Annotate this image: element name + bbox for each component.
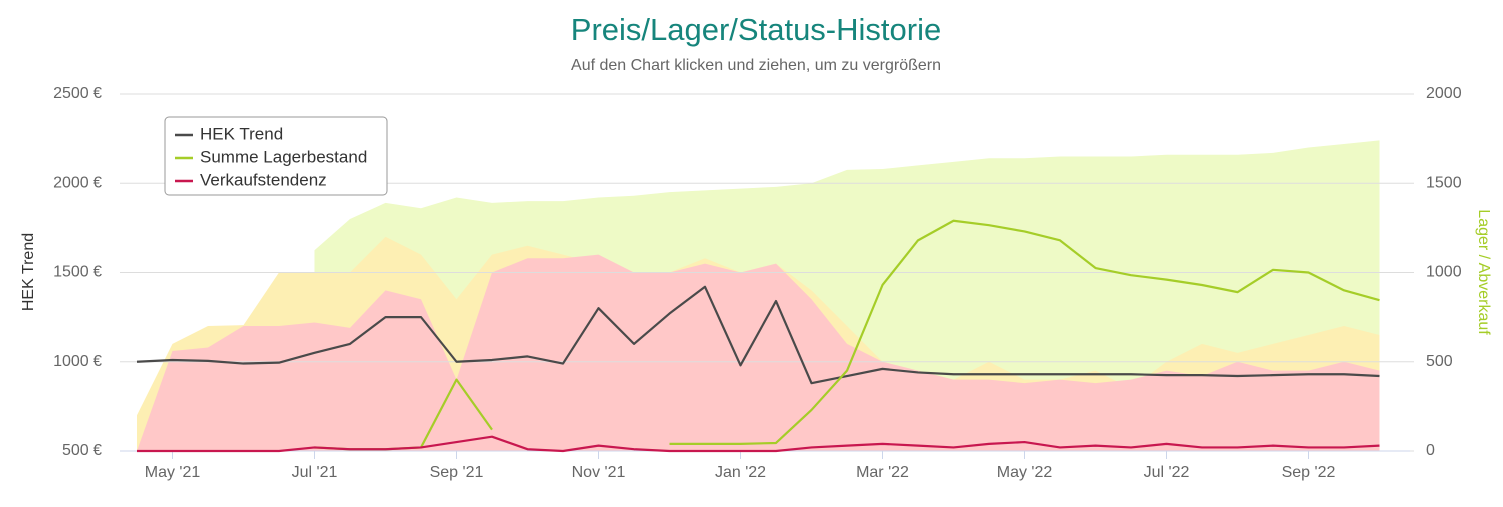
y-tick-label: 2000 €	[53, 174, 102, 191]
x-tick-label: Jul '22	[1144, 464, 1190, 481]
legend-label: HEK Trend	[200, 124, 283, 143]
x-tick-label: Mar '22	[856, 464, 909, 481]
x-tick-label: Jan '22	[715, 464, 766, 481]
y2-axis-title: Lager / Abverkauf	[1475, 209, 1492, 335]
y2-tick-label: 500	[1426, 353, 1453, 370]
y-tick-label: 1500 €	[53, 264, 102, 281]
y2-tick-label: 0	[1426, 442, 1435, 459]
y-tick-label: 500 €	[62, 442, 102, 459]
series-line	[136, 285, 1380, 385]
chart-title: Preis/Lager/Status-Historie	[571, 12, 941, 47]
legend-box	[164, 116, 388, 196]
y2-tick-label: 1500	[1426, 174, 1462, 191]
y2-tick-label: 2000	[1426, 85, 1462, 102]
x-tick-label: Nov '21	[572, 464, 626, 481]
legend-label: Summe Lagerbestand	[200, 147, 367, 166]
series-line	[669, 219, 1380, 445]
chart-subtitle: Auf den Chart klicken und ziehen, um zu …	[571, 57, 941, 74]
x-tick-label: Sep '21	[430, 464, 484, 481]
x-tick-label: Sep '22	[1282, 464, 1336, 481]
legend: HEK Trend Summe Lagerbestand Verkaufstende…	[164, 116, 388, 196]
x-tick-label: May '22	[997, 464, 1053, 481]
x-tick-label: Jul '21	[292, 464, 338, 481]
y-tick-label: 1000 €	[53, 353, 102, 370]
y-axis-title: HEK Trend	[20, 233, 37, 311]
legend-label: Verkaufstendenz	[200, 170, 327, 189]
y-tick-label: 2500 €	[53, 85, 102, 102]
x-tick-label: May '21	[145, 464, 201, 481]
series-line	[137, 435, 1380, 453]
y2-tick-label: 1000	[1426, 264, 1462, 281]
area	[137, 254, 1380, 451]
